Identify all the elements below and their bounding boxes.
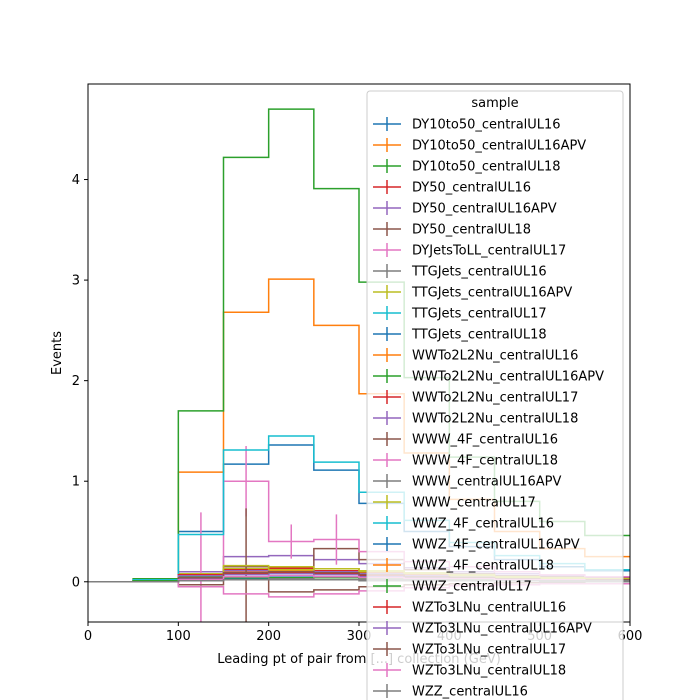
legend-entry: DY10to50_centralUL16APV [373, 138, 586, 154]
legend-label: WWZ_4F_centralUL18 [412, 559, 554, 574]
x-tick-label: 100 [166, 629, 191, 644]
legend-label: WWW_4F_centralUL18 [412, 454, 558, 469]
y-tick-label: 3 [72, 274, 80, 289]
legend-entry: DY50_centralUL16APV [373, 201, 557, 217]
y-tick-label: 2 [72, 374, 80, 389]
legend-entry: WWW_4F_centralUL16 [373, 432, 558, 448]
legend-entry: WWTo2L2Nu_centralUL17 [373, 390, 578, 406]
legend-label: DY10to50_centralUL16 [412, 118, 561, 133]
legend-label: WZTo3LNu_centralUL17 [412, 643, 566, 658]
legend-label: TTGJets_centralUL16 [411, 265, 547, 280]
legend-label: DY50_centralUL16 [412, 181, 531, 196]
legend-entry: WWTo2L2Nu_centralUL16APV [373, 369, 604, 385]
legend-entry: TTGJets_centralUL16 [373, 264, 547, 280]
legend-label: DY50_centralUL18 [412, 223, 531, 238]
legend-entry: WWTo2L2Nu_centralUL16 [373, 348, 578, 364]
legend-label: TTGJets_centralUL16APV [411, 286, 572, 301]
legend-box [366, 90, 624, 700]
legend-entry: DYJetsToLL_centralUL17 [373, 243, 566, 259]
legend-entry: TTGJets_centralUL18 [373, 327, 547, 343]
legend-entry: DY10to50_centralUL18 [373, 159, 561, 175]
legend-label: WWTo2L2Nu_centralUL17 [412, 391, 578, 406]
legend-label: WZZ_centralUL16 [412, 685, 528, 700]
legend-entry: WWTo2L2Nu_centralUL18 [373, 411, 578, 427]
x-tick-label: 200 [256, 629, 281, 644]
legend-label: WWW_centralUL17 [412, 496, 536, 511]
legend-entry: WWZ_4F_centralUL16 [373, 516, 554, 532]
legend-entry: WWZ_4F_centralUL18 [373, 558, 554, 574]
legend-entry: WWW_centralUL16APV [373, 474, 561, 490]
x-tick-label: 600 [618, 629, 643, 644]
legend-label: TTGJets_centralUL18 [411, 328, 547, 343]
legend-entry: TTGJets_centralUL16APV [373, 285, 572, 301]
legend-entry: TTGJets_centralUL17 [373, 306, 547, 322]
legend-label: WZTo3LNu_centralUL16APV [412, 622, 592, 637]
legend-label: TTGJets_centralUL17 [411, 307, 547, 322]
legend-label: WWZ_4F_centralUL16 [412, 517, 554, 532]
legend-entry: WZTo3LNu_centralUL18 [373, 663, 566, 679]
legend-label: WWW_4F_centralUL16 [412, 433, 558, 448]
legend-label: WWTo2L2Nu_centralUL18 [412, 412, 578, 427]
legend-entry: WZTo3LNu_centralUL16APV [373, 621, 592, 637]
legend-entry: DY10to50_centralUL16 [373, 117, 561, 133]
legend-label: DY50_centralUL16APV [412, 202, 557, 217]
legend-entry: WWZ_4F_centralUL16APV [373, 537, 580, 553]
legend-entry: WZTo3LNu_centralUL16 [373, 600, 566, 616]
y-tick-label: 1 [72, 475, 80, 490]
legend-label: WWTo2L2Nu_centralUL16 [412, 349, 578, 364]
legend-entry: WWZ_centralUL17 [373, 579, 532, 595]
legend-entry: WZZ_centralUL16 [373, 684, 528, 700]
legend-label: WWW_centralUL16APV [412, 475, 561, 490]
y-tick-label: 0 [72, 575, 80, 590]
legend-entry: DY50_centralUL16 [373, 180, 531, 196]
legend-entries: DY10to50_centralUL16 DY10to50_centralUL16… [373, 117, 604, 700]
legend-label: WWTo2L2Nu_centralUL16APV [412, 370, 604, 385]
legend-label: DY10to50_centralUL16APV [412, 139, 586, 154]
y-tick-label: 4 [72, 173, 80, 188]
legend-label: DYJetsToLL_centralUL17 [412, 244, 566, 259]
legend: sample DY10to50_centralUL16DY10to50_cent… [366, 90, 624, 700]
legend-entry: DY50_centralUL18 [373, 222, 531, 238]
legend-entry: WWW_centralUL17 [373, 495, 536, 511]
legend-entry: WWW_4F_centralUL18 [373, 453, 558, 469]
legend-label: DY10to50_centralUL18 [412, 160, 561, 175]
legend-label: WZTo3LNu_centralUL18 [412, 664, 566, 679]
x-tick-label: 300 [347, 629, 372, 644]
legend-label: WZTo3LNu_centralUL16 [412, 601, 566, 616]
y-axis: 0 1 2 3 4 [72, 173, 88, 590]
legend-label: WWZ_centralUL17 [412, 580, 532, 595]
legend-label: WWZ_4F_centralUL16APV [412, 538, 580, 553]
x-tick-label: 0 [84, 629, 92, 644]
legend-entry: WZTo3LNu_centralUL17 [373, 642, 566, 658]
y-axis-label: Events [50, 331, 65, 375]
legend-title: sample [471, 96, 518, 111]
